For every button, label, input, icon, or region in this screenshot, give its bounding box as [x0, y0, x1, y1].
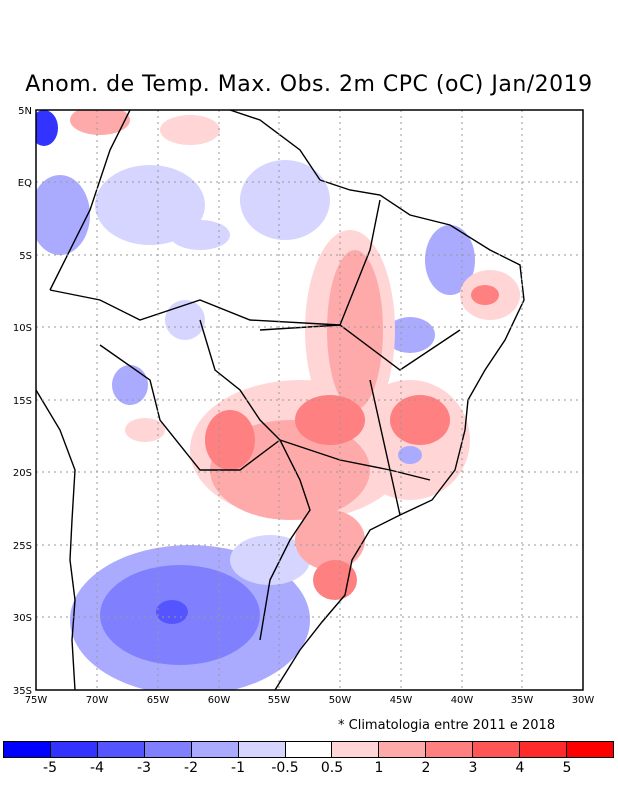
colorbar — [3, 741, 614, 758]
lon-label: 65W — [147, 695, 170, 706]
lon-label: 50W — [329, 695, 352, 706]
lon-label: 35W — [511, 695, 534, 706]
colorbar-swatch — [473, 742, 521, 757]
colorbar-swatch — [285, 742, 333, 757]
colorbar-label: 5 — [562, 760, 572, 776]
lon-label: 75W — [25, 695, 48, 706]
colorbar-swatch — [426, 742, 474, 757]
colorbar-swatch — [379, 742, 427, 757]
lon-label: 55W — [268, 695, 291, 706]
colorbar-swatch — [238, 742, 286, 757]
colorbar-swatch — [50, 742, 98, 757]
colorbar-label: 4 — [515, 760, 525, 776]
colorbar-label: -4 — [90, 760, 104, 776]
map-title: Anom. de Temp. Max. Obs. 2m CPC (oC) Jan… — [25, 72, 593, 97]
colorbar-label: 2 — [421, 760, 431, 776]
lon-axis: 75W 70W 65W 60W 55W 50W 45W 40W 35W 30W — [25, 695, 595, 706]
colorbar-label: 0.5 — [320, 760, 344, 776]
anomaly-map: 5N EQ 5S 10S 15S 20S 25S 30S 35S 75W 70W… — [13, 106, 595, 706]
anomaly-shading — [36, 110, 520, 690]
colorbar-swatch — [97, 742, 145, 757]
climatology-note: * Climatologia entre 2011 e 2018 — [338, 718, 556, 733]
lat-label: 10S — [13, 323, 32, 334]
lat-label: 15S — [13, 396, 32, 407]
lat-label: 30S — [13, 613, 32, 624]
lat-label: EQ — [18, 178, 32, 189]
colorbar-swatch — [144, 742, 192, 757]
colorbar-label: -2 — [184, 760, 198, 776]
lat-label: 20S — [13, 468, 32, 479]
colorbar-swatch — [332, 742, 380, 757]
lat-label: 5N — [18, 106, 32, 117]
colorbar-swatch — [567, 742, 613, 757]
colorbar-swatch — [520, 742, 568, 757]
lon-label: 40W — [451, 695, 474, 706]
colorbar-label: -5 — [43, 760, 57, 776]
lon-label: 45W — [390, 695, 413, 706]
lat-label: 5S — [19, 251, 32, 262]
lat-label: 25S — [13, 541, 32, 552]
colorbar-label: -1 — [231, 760, 245, 776]
colorbar-label: 3 — [468, 760, 478, 776]
map-frame — [35, 109, 584, 691]
colorbar-label: -0.5 — [271, 760, 299, 776]
grid-lines — [36, 110, 583, 690]
colorbar-swatch — [191, 742, 239, 757]
colorbar-label: -3 — [137, 760, 151, 776]
lon-label: 60W — [208, 695, 231, 706]
colorbar-swatch — [4, 742, 51, 757]
lon-label: 30W — [572, 695, 595, 706]
colorbar-label: 1 — [374, 760, 384, 776]
lat-axis: 5N EQ 5S 10S 15S 20S 25S 30S 35S — [13, 106, 32, 697]
lat-label: 35S — [13, 686, 32, 697]
lon-label: 70W — [86, 695, 109, 706]
